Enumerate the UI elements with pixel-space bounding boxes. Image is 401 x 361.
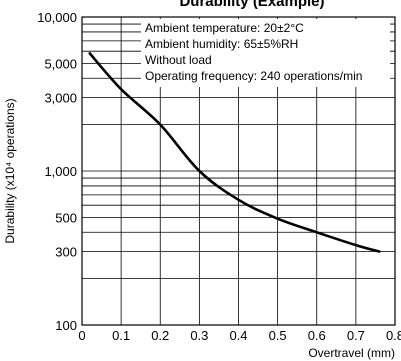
y-tick-label: 1,000	[44, 164, 77, 179]
y-tick-label: 500	[55, 210, 77, 225]
y-tick-label: 300	[55, 245, 77, 260]
x-tick-label: 0	[78, 328, 85, 343]
x-tick-label: 0.5	[269, 328, 287, 343]
y-axis-ticks: 10,000 5,000 3,000 1,000 500 300 100	[37, 10, 77, 333]
annotation-box	[141, 19, 390, 87]
y-tick-label: 5,000	[44, 56, 77, 71]
annotation-line: Ambient temperature: 20±2°C	[145, 21, 304, 35]
y-tick-label: 100	[55, 318, 77, 333]
annotation-line: Operating frequency: 240 operations/min	[145, 69, 362, 83]
x-tick-label: 0.8	[386, 328, 401, 343]
x-tick-label: 0.2	[151, 328, 169, 343]
x-tick-label: 0.1	[112, 328, 130, 343]
plot-frame	[81, 16, 396, 326]
y-tick-label: 3,000	[44, 91, 77, 106]
annotations: Ambient temperature: 20±2°C Ambient humid…	[145, 21, 362, 83]
x-axis-label: Overtravel (mm)	[308, 346, 395, 360]
series-layer	[88, 52, 381, 253]
x-tick-label: 0.7	[347, 328, 365, 343]
annotation-line: Without load	[145, 53, 212, 67]
annotation-line: Ambient humidity: 65±5%RH	[145, 37, 298, 51]
chart-title: Durability (Example)	[179, 0, 324, 10]
x-tick-label: 0.6	[308, 328, 326, 343]
x-tick-label: 0.4	[229, 328, 247, 343]
x-tick-label: 0.3	[190, 328, 208, 343]
durability-curve	[88, 52, 381, 253]
y-tick-label: 10,000	[37, 10, 77, 25]
y-axis-label: Durability (x10⁴ operations)	[3, 98, 17, 243]
x-axis-ticks: 0 0.1 0.2 0.3 0.4 0.5 0.6 0.7 0.8	[78, 328, 401, 343]
